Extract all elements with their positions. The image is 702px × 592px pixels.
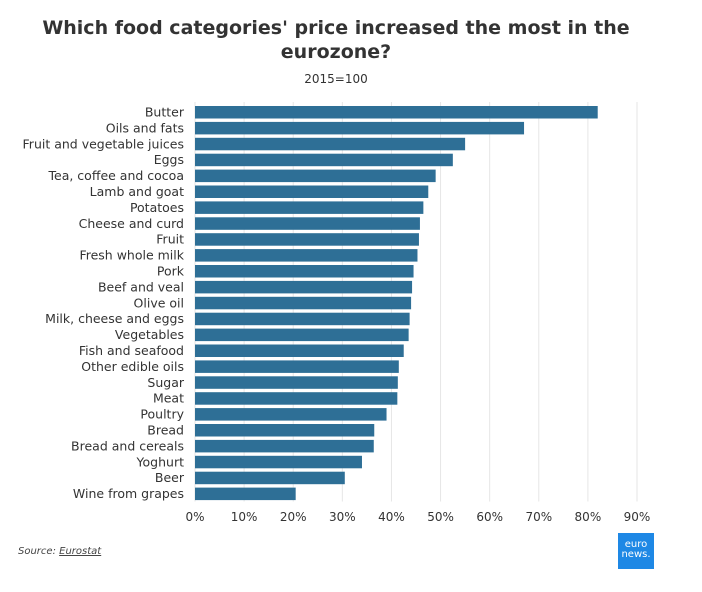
bar	[195, 121, 525, 135]
x-tick-label: 90%	[624, 510, 651, 524]
category-label: Eggs	[154, 152, 184, 167]
category-label: Cheese and curd	[79, 216, 184, 231]
category-label: Butter	[145, 105, 185, 120]
category-label: Bread	[147, 423, 184, 438]
x-tick-label: 70%	[525, 510, 552, 524]
bar	[195, 137, 466, 151]
category-label: Meat	[153, 391, 184, 406]
bar	[195, 169, 436, 183]
bar	[195, 280, 413, 294]
category-label: Milk, cheese and eggs	[45, 311, 184, 326]
category-label: Beer	[155, 470, 185, 485]
category-label: Other edible oils	[81, 359, 184, 374]
bar	[195, 408, 387, 421]
category-label: Fish and seafood	[79, 343, 184, 358]
category-label: Beef and veal	[98, 279, 184, 294]
category-label: Yoghurt	[136, 454, 185, 469]
bar	[195, 439, 374, 453]
category-label: Olive oil	[134, 295, 184, 310]
bar	[195, 455, 362, 469]
bar	[195, 344, 404, 357]
bar	[195, 328, 409, 342]
category-label: Sugar	[147, 375, 184, 390]
category-label: Bread and cereals	[71, 438, 184, 453]
chart-subtitle: 2015=100	[304, 72, 368, 86]
x-tick-label: 60%	[476, 510, 503, 524]
bar	[195, 312, 410, 326]
bar	[195, 265, 414, 278]
bar	[195, 471, 345, 485]
x-tick-label: 50%	[427, 510, 454, 524]
x-tick-label: 40%	[378, 510, 405, 524]
category-label: Poultry	[140, 407, 184, 422]
category-label: Vegetables	[115, 327, 184, 342]
category-label: Potatoes	[130, 200, 184, 215]
bar	[195, 233, 419, 246]
source-label: Source:	[18, 546, 56, 557]
bar	[195, 153, 453, 167]
source-link[interactable]: Eurostat	[59, 546, 102, 557]
category-label: Oils and fats	[106, 120, 184, 135]
source-note: Source: Eurostat	[18, 546, 101, 557]
chart-title: Which food categories' price increased t…	[42, 17, 630, 63]
bar	[195, 201, 424, 214]
logo-line2: news.	[621, 549, 651, 560]
category-label: Fresh whole milk	[79, 248, 184, 263]
category-label: Lamb and goat	[90, 184, 184, 199]
euronews-logo: euro news.	[618, 533, 654, 569]
bar	[195, 392, 398, 405]
bar	[195, 217, 420, 230]
bar	[195, 296, 412, 310]
x-tick-label: 20%	[280, 510, 307, 524]
bar	[195, 487, 296, 501]
bar	[195, 249, 418, 262]
category-label: Wine from grapes	[73, 486, 184, 501]
bar	[195, 424, 375, 437]
category-label: Fruit	[156, 232, 184, 247]
x-tick-label: 10%	[231, 510, 258, 524]
x-tick-label: 0%	[185, 510, 204, 524]
category-label: Fruit and vegetable juices	[23, 136, 184, 151]
bar	[195, 360, 399, 373]
bar	[195, 106, 598, 119]
x-tick-label: 80%	[575, 510, 602, 524]
category-label: Tea, coffee and cocoa	[48, 168, 185, 183]
category-label: Pork	[157, 264, 185, 279]
logo-line1: euro	[624, 539, 648, 550]
bar	[195, 185, 429, 198]
x-tick-label: 30%	[329, 510, 356, 524]
bar	[195, 376, 398, 389]
